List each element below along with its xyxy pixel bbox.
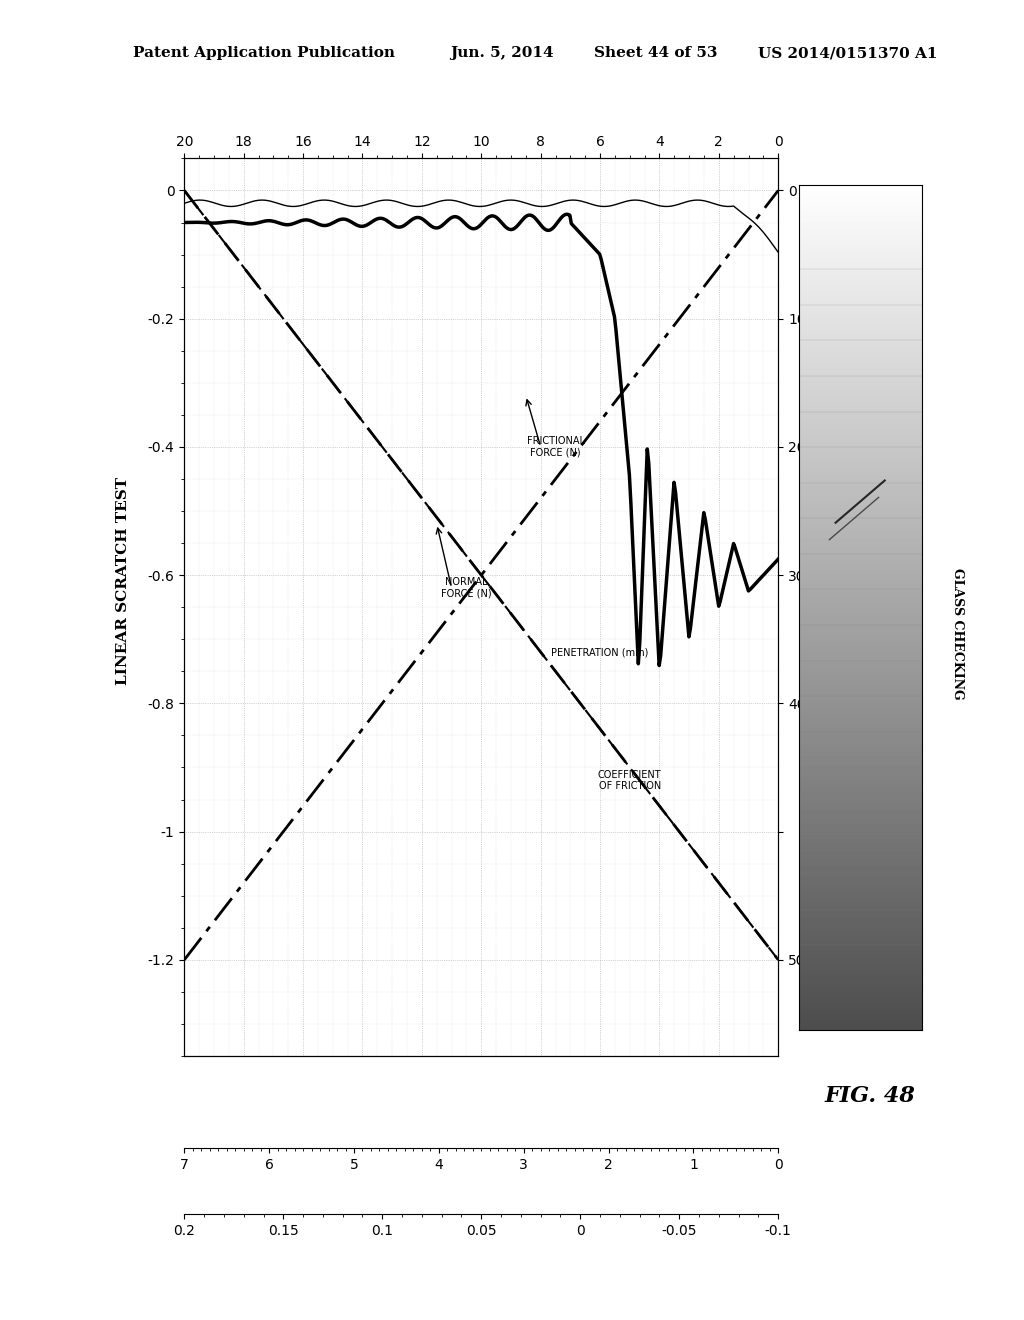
Text: Sheet 44 of 53: Sheet 44 of 53	[594, 46, 718, 61]
Text: FRICTIONAL
FORCE (N): FRICTIONAL FORCE (N)	[526, 436, 585, 458]
Text: LINEAR SCRATCH TEST: LINEAR SCRATCH TEST	[116, 477, 130, 685]
Text: FIG. 48: FIG. 48	[825, 1085, 915, 1106]
Text: Patent Application Publication: Patent Application Publication	[133, 46, 395, 61]
Text: NORMAL
FORCE (N): NORMAL FORCE (N)	[441, 577, 492, 599]
Text: Jun. 5, 2014: Jun. 5, 2014	[451, 46, 554, 61]
Text: GLASS CHECKING: GLASS CHECKING	[951, 568, 964, 700]
Text: PENETRATION (mm): PENETRATION (mm)	[551, 647, 649, 657]
Text: US 2014/0151370 A1: US 2014/0151370 A1	[758, 46, 937, 61]
Text: COEFFICIENT
OF FRICTION: COEFFICIENT OF FRICTION	[598, 770, 662, 791]
